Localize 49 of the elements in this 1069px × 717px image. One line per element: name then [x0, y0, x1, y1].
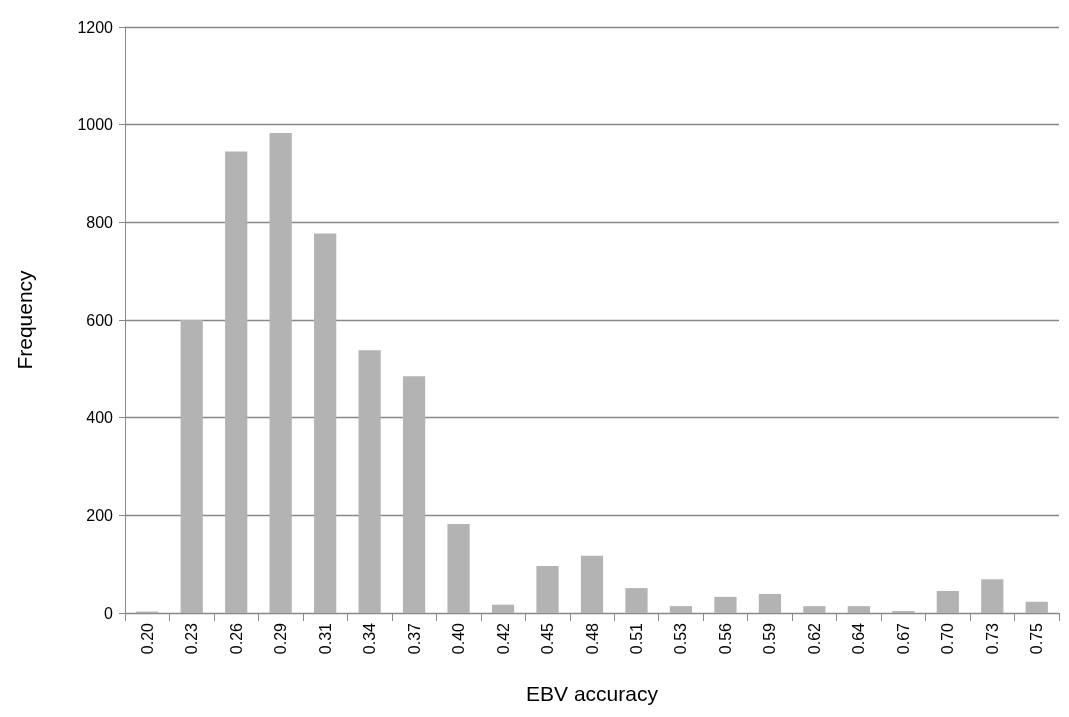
bar — [314, 233, 337, 613]
bar — [981, 579, 1004, 613]
bar — [1025, 601, 1048, 613]
bar — [936, 591, 959, 613]
x-tick-label: 0.42 — [494, 622, 512, 655]
bar — [669, 606, 693, 613]
y-axis-title: Frequency — [13, 269, 36, 370]
x-tick-label: 0.62 — [805, 622, 823, 655]
y-tick-label: 0 — [104, 604, 114, 622]
bar — [580, 555, 604, 613]
bar — [180, 320, 203, 613]
x-tick-label: 0.59 — [761, 622, 779, 655]
y-tick-label: 400 — [86, 409, 114, 427]
y-tick-label: 600 — [86, 311, 114, 329]
x-tick-label: 0.64 — [850, 622, 868, 655]
x-axis-title: EBV accuracy — [526, 682, 659, 705]
bar — [847, 606, 870, 613]
x-tick-label: 0.23 — [183, 622, 201, 655]
bar — [269, 132, 292, 613]
x-tick-label: 0.34 — [361, 622, 379, 655]
bar — [803, 606, 826, 613]
x-tick-label: 0.37 — [405, 622, 423, 655]
x-tick-label: 0.56 — [716, 622, 734, 655]
bar — [358, 350, 381, 613]
x-tick-label: 0.67 — [894, 622, 912, 655]
bar — [447, 524, 470, 613]
y-tick-label: 800 — [86, 213, 114, 231]
x-tick-label: 0.40 — [450, 622, 468, 655]
x-tick-label: 0.26 — [227, 622, 245, 655]
bar — [536, 566, 559, 613]
x-tick-label: 0.29 — [272, 622, 290, 655]
x-tick-label: 0.70 — [939, 622, 957, 655]
bar — [714, 596, 737, 613]
x-tick-label: 0.53 — [672, 622, 690, 655]
y-tick-label: 200 — [86, 506, 114, 524]
bar — [758, 593, 782, 613]
x-tick-label: 0.73 — [983, 622, 1001, 655]
x-tick-label: 0.20 — [138, 622, 156, 655]
x-tick-label: 0.48 — [583, 622, 601, 655]
x-tick-label: 0.31 — [316, 622, 334, 655]
x-tick-label: 0.75 — [1028, 622, 1046, 655]
bar — [402, 376, 426, 613]
bar — [625, 588, 648, 613]
y-tick-label: 1200 — [77, 18, 114, 36]
y-tick-label: 1000 — [77, 116, 114, 134]
x-tick-label: 0.45 — [539, 622, 557, 655]
bar — [491, 604, 515, 613]
x-tick-label: 0.51 — [627, 622, 645, 655]
bar — [225, 151, 248, 613]
